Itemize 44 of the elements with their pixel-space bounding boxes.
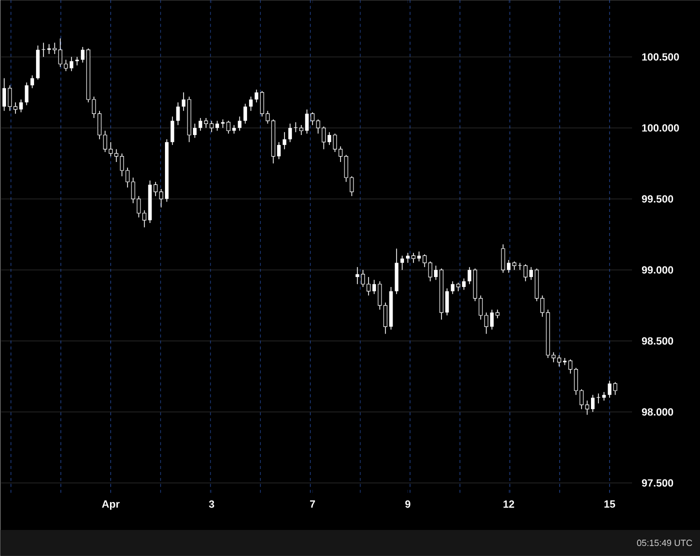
- candlestick: [434, 265, 438, 280]
- candlestick: [30, 75, 34, 89]
- y-tick-label: 98.000: [642, 408, 674, 416]
- y-tick-label: 97.500: [642, 479, 674, 487]
- candlestick: [42, 42, 46, 58]
- candlestick: [450, 280, 454, 295]
- candlestick: [198, 118, 202, 132]
- y-tick-label: 98.500: [642, 337, 674, 345]
- y-tick-label: 99.500: [642, 195, 674, 203]
- x-tick-label: 3: [208, 500, 214, 508]
- candlestick: [193, 123, 197, 138]
- candlestick: [350, 176, 354, 197]
- x-tick-label: 7: [310, 500, 315, 508]
- x-tick-label: Apr: [102, 500, 120, 510]
- candlestick: [288, 123, 292, 143]
- candlestick: [243, 103, 248, 124]
- candlestick: [524, 264, 528, 282]
- candlestick: [506, 260, 511, 274]
- text: 05:15:49 UTC: [637, 540, 692, 546]
- candlestick: [238, 116, 242, 132]
- candlestick: [226, 120, 230, 134]
- candlestick: [24, 82, 28, 106]
- candlestick: [356, 266, 360, 285]
- y-tick-label: 100.000: [642, 124, 679, 132]
- candlestick: [249, 96, 253, 112]
- candlestick: [501, 244, 506, 274]
- y-tick-label: 99.000: [642, 266, 674, 274]
- x-tick-label: 9: [405, 500, 410, 508]
- candlestick: [445, 288, 449, 316]
- candlestick: [215, 120, 220, 132]
- candlestick: [282, 132, 286, 150]
- candlestick: [170, 116, 174, 146]
- x-tick-label: 15: [604, 500, 616, 508]
- candlestick: [406, 252, 410, 264]
- candlestick: [591, 394, 595, 412]
- candlestick: [372, 280, 376, 295]
- candlestick: [80, 46, 84, 64]
- candlestick: [2, 78, 6, 112]
- candlestick: [176, 102, 180, 126]
- x-tick-label: 12: [504, 500, 514, 508]
- candlestick: [328, 132, 332, 146]
- candlestick: [75, 56, 79, 66]
- y-tick-label: 100.500: [642, 53, 679, 61]
- candlestick: [400, 255, 404, 270]
